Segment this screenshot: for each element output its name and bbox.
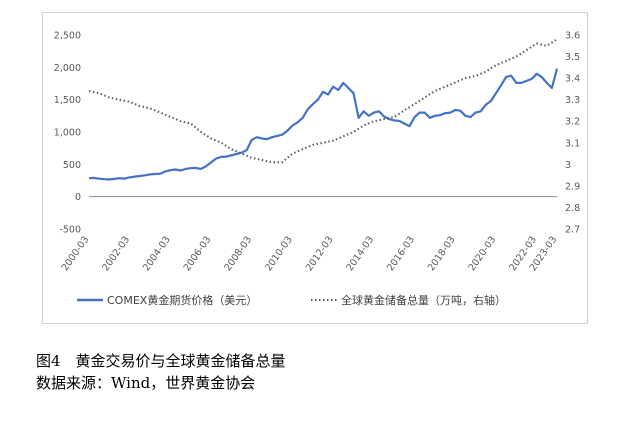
x-tick-label: 2006-03 — [182, 234, 214, 273]
right-tick-label: 3 — [565, 160, 571, 171]
left-tick-label: 500 — [63, 160, 81, 171]
left-tick-label: 0 — [75, 192, 81, 203]
right-tick-label: 3.3 — [565, 95, 580, 106]
figure-title: 图4 黄金交易价与全球黄金储备总量 — [36, 352, 286, 370]
right-axis: 2.7 2.8 2.9 3 3.1 3.2 3.3 3.4 3.5 3.6 — [565, 31, 580, 236]
left-tick-label: 1,000 — [54, 128, 81, 139]
right-tick-label: 3.2 — [565, 117, 580, 128]
x-tick-label: 2014-03 — [345, 234, 377, 273]
x-tick-label: 2010-03 — [263, 234, 295, 273]
x-tick-label: 2012-03 — [304, 234, 336, 273]
legend-label-reserves: 全球黄金储备总量（万吨，右轴） — [341, 293, 506, 307]
right-tick-label: 3.6 — [565, 31, 580, 42]
right-tick-label: 2.9 — [565, 181, 580, 192]
x-tick-label: 2002-03 — [100, 234, 132, 273]
right-tick-label: 3.4 — [565, 74, 580, 85]
x-tick-label: 2000-03 — [60, 234, 92, 273]
left-tick-label: 1,500 — [54, 95, 81, 106]
caption: 图4 黄金交易价与全球黄金储备总量 数据来源：Wind，世界黄金协会 — [36, 350, 596, 394]
x-tick-label: 2018-03 — [426, 234, 458, 273]
x-tick-label: 2008-03 — [222, 234, 254, 273]
legend-label-price: COMEX黄金期货价格（美元） — [107, 293, 257, 307]
series-line-price — [88, 68, 559, 181]
right-tick-label: 3.1 — [565, 138, 580, 149]
right-tick-label: 2.7 — [565, 225, 580, 236]
right-tick-label: 3.5 — [565, 52, 580, 63]
left-tick-label: 2,000 — [54, 63, 81, 74]
x-tick-label: 2020-03 — [467, 234, 499, 273]
x-tick-label: 2016-03 — [385, 234, 417, 273]
data-source: 数据来源：Wind，世界黄金协会 — [36, 374, 256, 392]
left-tick-label: 2,500 — [54, 31, 81, 42]
x-axis: 2000-03 2002-03 2004-03 2006-03 2008-03 2010-… — [60, 234, 560, 273]
series-layer — [88, 38, 559, 181]
left-axis: -500 0 500 1,000 1,500 2,000 2,500 — [54, 31, 81, 236]
series-line-reserves — [88, 38, 558, 164]
chart-frame: -500 0 500 1,000 1,500 2,000 2,500 2.7 2.8 2.9 3 3… — [42, 12, 588, 324]
x-tick-label: 2004-03 — [141, 234, 173, 273]
legend: COMEX黄金期货价格（美元） 全球黄金储备总量（万吨，右轴） — [77, 293, 506, 307]
right-tick-label: 2.8 — [565, 203, 580, 214]
left-tick-label: -500 — [59, 225, 81, 236]
chart-svg: -500 0 500 1,000 1,500 2,000 2,500 2.7 2.8 2.9 3 3… — [54, 31, 580, 308]
